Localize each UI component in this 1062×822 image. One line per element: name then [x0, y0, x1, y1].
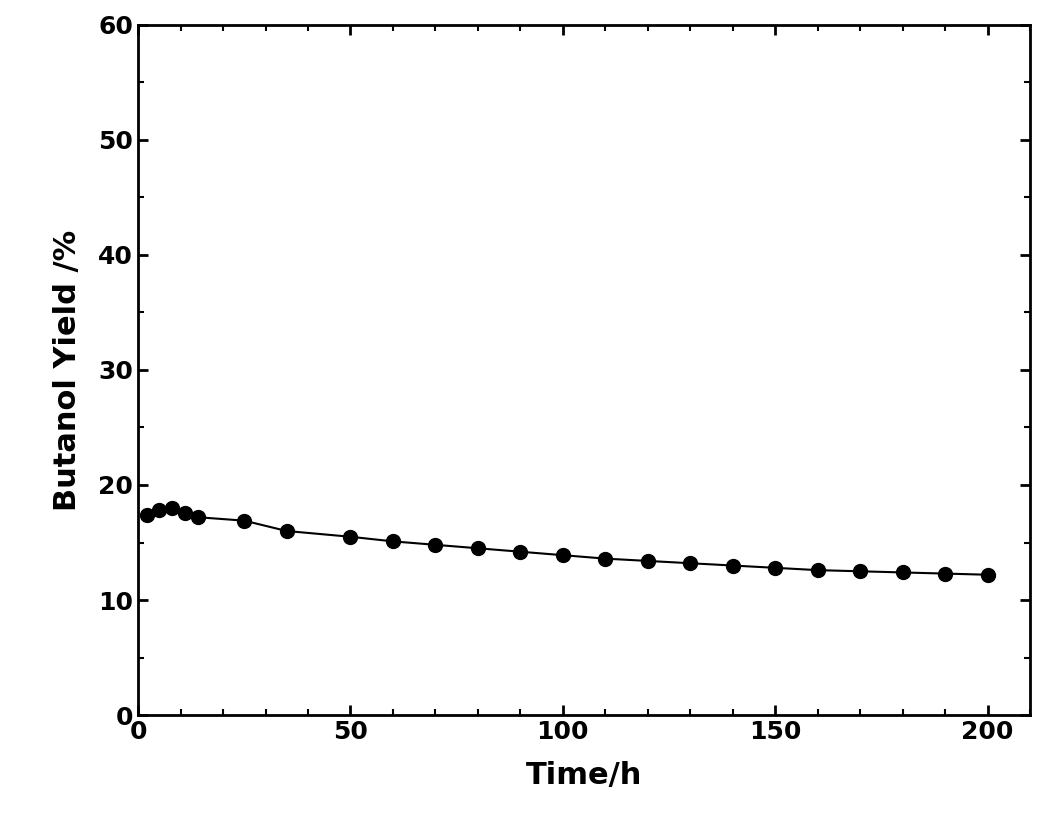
Y-axis label: Butanol Yield /%: Butanol Yield /% — [52, 229, 82, 510]
X-axis label: Time/h: Time/h — [526, 760, 643, 790]
